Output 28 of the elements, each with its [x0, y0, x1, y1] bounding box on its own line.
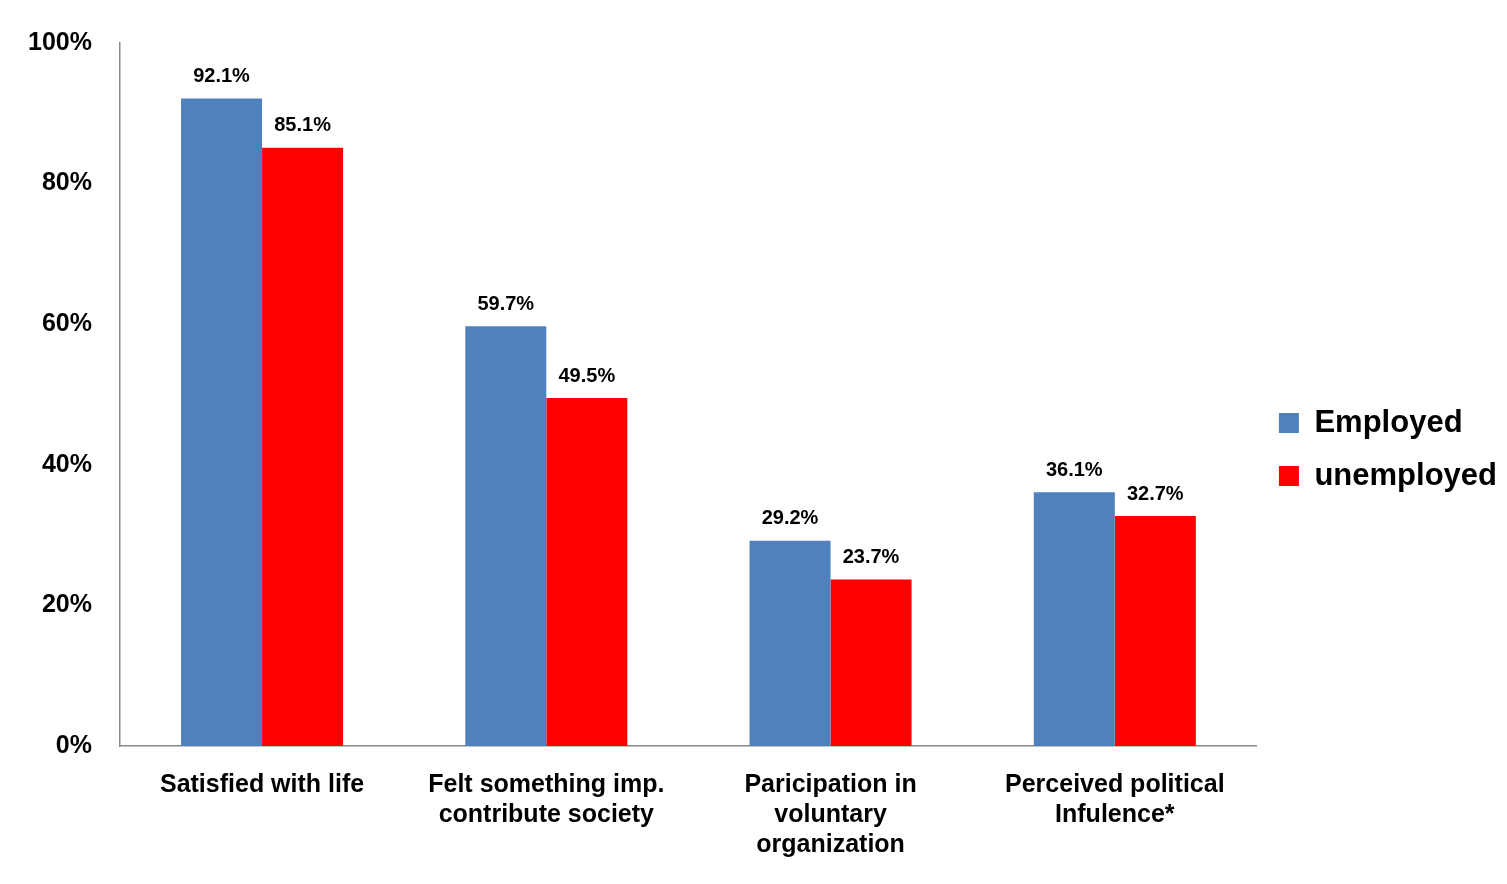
x-tick-label: Paricipation in voluntary organization — [744, 768, 917, 857]
data-label: 49.5% — [558, 363, 616, 386]
data-label: 85.1% — [274, 113, 332, 136]
bar — [1033, 492, 1115, 746]
data-label: 59.7% — [477, 291, 535, 314]
y-tick-label: 60% — [41, 308, 92, 337]
y-tick-label: 80% — [41, 167, 92, 196]
y-tick-label: 20% — [41, 589, 92, 618]
data-label: 23.7% — [842, 544, 900, 567]
data-label: 36.1% — [1045, 457, 1103, 480]
x-tick-label: Felt something imp. contribute society — [428, 768, 665, 827]
data-label: 92.1% — [193, 64, 251, 87]
bar — [546, 398, 628, 746]
legend-label: unemployed — [1314, 456, 1498, 492]
bar — [1114, 516, 1196, 746]
x-tick-label: Perceived political Infulence* — [1005, 768, 1225, 827]
bar — [749, 540, 831, 746]
bar — [465, 326, 547, 746]
bar — [262, 147, 344, 746]
y-tick-label: 0% — [55, 729, 92, 758]
y-tick-label: 40% — [41, 448, 92, 477]
data-label: 32.7% — [1126, 481, 1184, 504]
bar — [181, 98, 263, 746]
x-tick-label: Satisfied with life — [159, 768, 365, 797]
y-tick-label: 100% — [27, 26, 92, 55]
data-label: 29.2% — [761, 506, 819, 529]
legend-label: Employed — [1314, 403, 1463, 439]
bar — [830, 579, 912, 746]
